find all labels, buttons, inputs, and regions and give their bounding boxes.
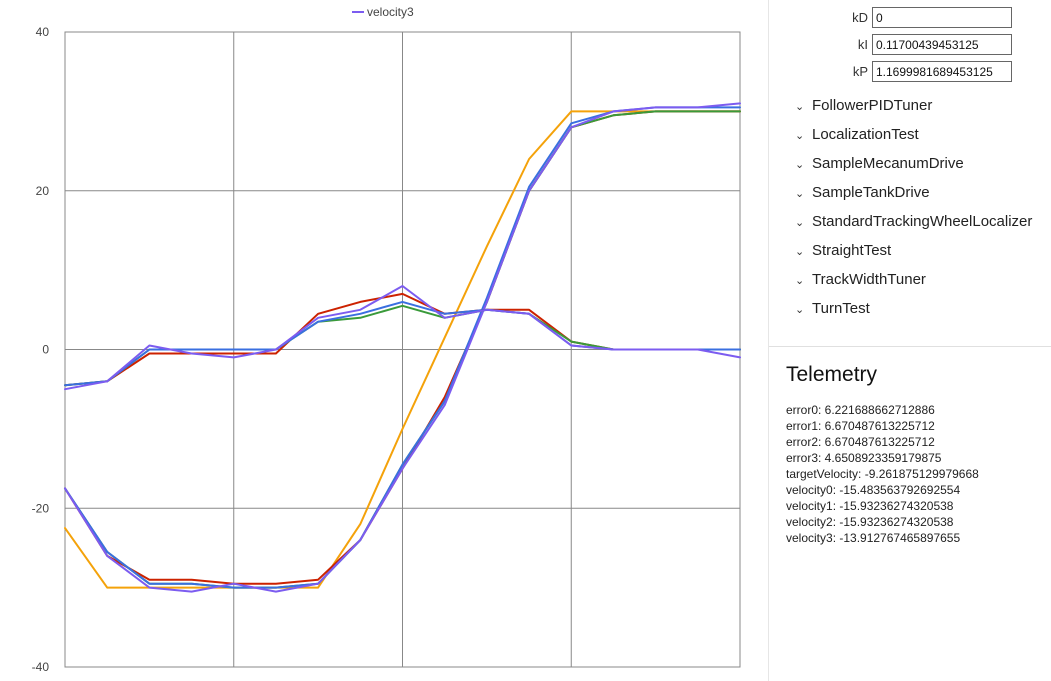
opmode-label: StandardTrackingWheelLocalizer (812, 213, 1033, 230)
gain-row-kp: kP (769, 61, 1051, 83)
chevron-down-icon: ⌄ (795, 130, 805, 142)
telemetry-title: Telemetry (786, 363, 878, 386)
telemetry-line: error1: 6.670487613225712 (786, 419, 935, 433)
opmode-turn-test[interactable]: ⌄ TurnTest (769, 298, 1051, 327)
opmode-label: TrackWidthTuner (812, 271, 926, 288)
opmode-label: SampleMecanumDrive (812, 155, 964, 172)
series-line-velocity_a (64, 110, 741, 589)
telemetry-line: velocity1: -15.93236274320538 (786, 499, 954, 513)
ki-label: kI (857, 37, 868, 52)
series-line-velocity3 (64, 102, 741, 593)
y-tick-label: 40 (36, 25, 50, 39)
opmode-label: FollowerPIDTuner (812, 97, 933, 114)
chevron-down-icon: ⌄ (795, 217, 805, 229)
telemetry-line: targetVelocity: -9.261875129979668 (786, 467, 979, 481)
velocity-chart: 40 20 0 -20 -40 velocity3 (32, 5, 741, 674)
y-tick-label: 0 (42, 343, 49, 357)
ki-input[interactable] (872, 34, 1012, 55)
section-divider (769, 346, 1051, 347)
series-line-error3 (64, 285, 741, 391)
kd-input[interactable] (872, 7, 1012, 28)
opmode-label: TurnTest (812, 300, 870, 317)
chevron-down-icon: ⌄ (795, 275, 805, 287)
telemetry-line: velocity3: -13.912767465897655 (786, 531, 961, 545)
kd-label: kD (852, 10, 868, 25)
opmode-sample-tank-drive[interactable]: ⌄ SampleTankDrive (769, 182, 1051, 211)
opmode-label: LocalizationTest (812, 126, 919, 143)
gain-row-ki: kI (769, 34, 1051, 56)
y-tick-label: -20 (32, 501, 50, 515)
telemetry-line: error3: 4.6508923359179875 (786, 451, 942, 465)
gain-row-kd: kD (769, 7, 1051, 29)
telemetry-lines: error0: 6.221688662712886 error1: 6.6704… (786, 402, 979, 546)
chevron-down-icon: ⌄ (795, 304, 805, 316)
telemetry-line: error0: 6.221688662712886 (786, 403, 935, 417)
opmode-localization-test[interactable]: ⌄ LocalizationTest (769, 124, 1051, 153)
chevron-down-icon: ⌄ (795, 246, 805, 258)
opmode-follower-pid-tuner[interactable]: ⌄ FollowerPIDTuner (769, 95, 1051, 124)
chevron-down-icon: ⌄ (795, 188, 805, 200)
y-tick-label: 20 (36, 184, 50, 198)
opmode-straight-test[interactable]: ⌄ StraightTest (769, 240, 1051, 269)
chevron-down-icon: ⌄ (795, 101, 805, 113)
kp-label: kP (852, 64, 868, 79)
opmode-sample-mecanum-drive[interactable]: ⌄ SampleMecanumDrive (769, 153, 1051, 182)
kp-input[interactable] (872, 61, 1012, 82)
telemetry-line: velocity2: -15.93236274320538 (786, 515, 954, 529)
y-tick-label: -40 (32, 660, 50, 674)
opmode-list: ⌄ FollowerPIDTuner ⌄ LocalizationTest ⌄ … (769, 95, 1051, 327)
opmode-track-width-tuner[interactable]: ⌄ TrackWidthTuner (769, 269, 1051, 298)
legend-label: velocity3 (367, 5, 414, 19)
chevron-down-icon: ⌄ (795, 159, 805, 171)
telemetry-line: error2: 6.670487613225712 (786, 435, 935, 449)
opmode-standard-tracking-wheel-localizer[interactable]: ⌄ StandardTrackingWheelLocalizer (769, 211, 1051, 240)
telemetry-line: velocity0: -15.483563792692554 (786, 483, 961, 497)
opmode-label: StraightTest (812, 242, 892, 259)
side-panel: kD kI kP ⌄ FollowerPIDTuner ⌄ Localizati… (768, 0, 1051, 681)
velocity-chart-panel: 40 20 0 -20 -40 velocity3 (31, 5, 741, 674)
opmode-label: SampleTankDrive (812, 184, 930, 201)
